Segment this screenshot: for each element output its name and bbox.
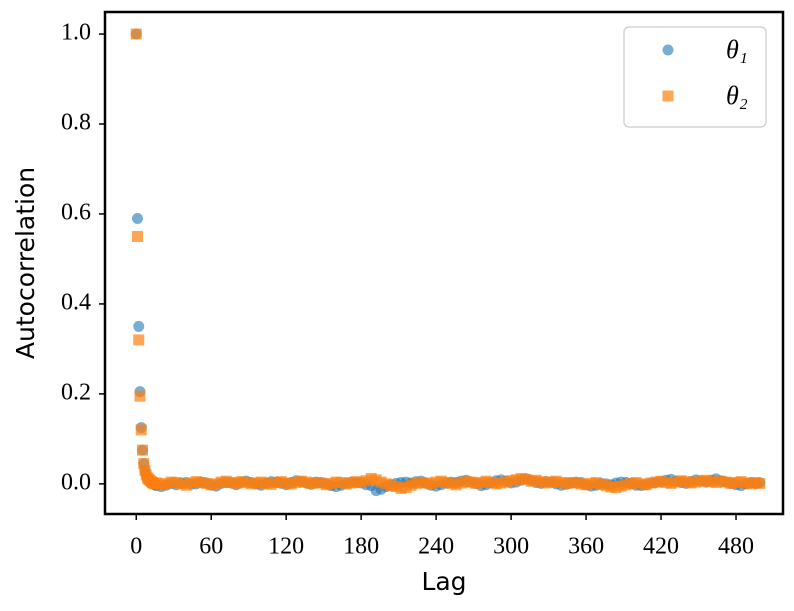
y-tick-label: 0.4 [61,289,91,315]
x-tick-label: 420 [643,534,679,560]
x-tick-label: 300 [493,534,529,560]
point [136,444,148,456]
y-tick-label: 0.0 [61,469,91,495]
point [131,230,143,242]
y-tick-label: 0.6 [61,199,91,225]
point [133,334,145,346]
x-tick-label: 0 [130,534,142,560]
x-tick-label: 60 [199,534,223,560]
x-tick-label: 480 [718,534,754,560]
x-tick-label: 360 [568,534,604,560]
point [133,320,145,332]
y-tick-label: 0.2 [61,379,91,405]
y-axis-label: Autocorrelation [11,167,40,359]
y-tick-label: 1.0 [61,20,91,46]
plot-frame [103,10,785,516]
point [134,390,146,402]
legend-label: θ₂ [726,81,748,110]
point [131,212,143,224]
series [130,28,766,494]
legend-label: θ₁ [726,35,748,64]
point [754,477,766,489]
x-axis-label: Lag [421,567,466,596]
point [130,28,142,40]
legend-box [623,26,767,128]
x-tick-label: 240 [418,534,454,560]
legend-marker [662,44,674,56]
legend-marker [662,90,674,102]
y-tick-label: 0.8 [61,110,91,136]
point [138,458,150,470]
x-tick-label: 180 [343,534,379,560]
point [135,424,147,436]
x-tick-label: 120 [268,534,304,560]
